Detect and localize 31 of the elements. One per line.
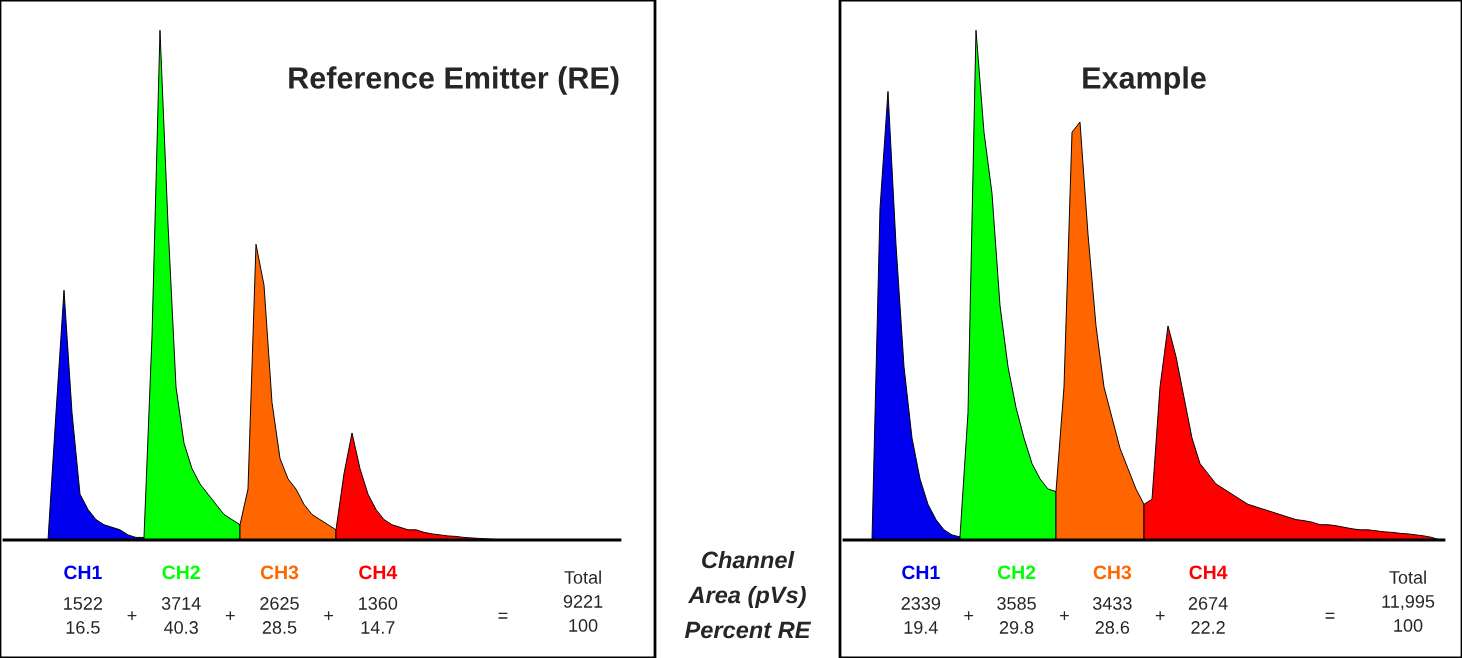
text: 3433 28.6 [1092, 597, 1132, 634]
text: + [127, 611, 137, 621]
text: Total 9221 100 [563, 570, 603, 632]
text: Example [1083, 66, 1206, 95]
text: Area (pVs) [687, 585, 806, 608]
text: Channel [702, 550, 795, 569]
text: Percent RE [684, 621, 812, 639]
series-label: CH1 [64, 565, 102, 580]
text: + [1155, 611, 1165, 621]
series-label: CH2 [162, 565, 200, 580]
series-label: CH4 [359, 565, 398, 580]
series-label: CH1 [902, 565, 940, 580]
series-label: CH4 [1189, 565, 1228, 580]
text: 2625 28.5 [260, 597, 299, 634]
text: 2339 19.4 [901, 597, 941, 634]
text: 3714 40.3 [161, 597, 201, 634]
text: = [498, 612, 508, 619]
text: + [964, 611, 974, 621]
text: 2674 22.2 [1188, 597, 1228, 634]
text: + [1060, 611, 1069, 621]
series-label: CH3 [1093, 565, 1132, 580]
text: = [1325, 612, 1335, 619]
series-label: CH3 [260, 565, 299, 580]
text: Reference Emitter (RE) [289, 66, 619, 95]
text: + [324, 611, 334, 621]
text: 3585 29.8 [997, 597, 1036, 634]
text: + [225, 611, 235, 621]
series-label: CH2 [997, 565, 1036, 580]
text: 1522 16.5 [64, 597, 103, 634]
text: 1360 14.7 [359, 597, 398, 634]
text: Total 11,995 100 [1382, 570, 1435, 632]
